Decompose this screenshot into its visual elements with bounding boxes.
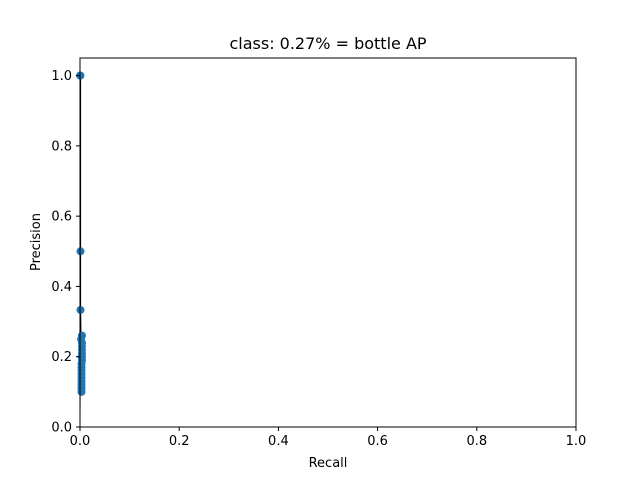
y-tick-label: 0.0 xyxy=(51,421,72,436)
y-tick-label: 1.0 xyxy=(51,69,72,84)
x-tick-label: 1.0 xyxy=(566,434,587,449)
data-point xyxy=(77,387,86,396)
y-tick-label: 0.2 xyxy=(51,350,72,365)
y-tick-label: 0.8 xyxy=(51,139,72,154)
x-tick-label: 0.0 xyxy=(70,434,91,449)
x-tick-label: 0.6 xyxy=(367,434,388,449)
y-tick-label: 0.4 xyxy=(51,280,72,295)
x-axis: 0.0 0.2 0.4 0.6 0.8 1.0 xyxy=(70,427,587,449)
x-tick-label: 0.8 xyxy=(466,434,487,449)
chart-title: class: 0.27% = bottle AP xyxy=(229,34,426,53)
y-axis: 0.0 0.2 0.4 0.6 0.8 1.0 xyxy=(51,69,80,436)
x-axis-label: Recall xyxy=(309,456,348,471)
x-tick-label: 0.2 xyxy=(169,434,190,449)
y-tick-label: 0.6 xyxy=(51,210,72,225)
y-axis-label: Precision xyxy=(29,213,44,271)
axes-frame xyxy=(79,57,577,428)
data-point xyxy=(77,331,86,340)
x-tick-label: 0.4 xyxy=(268,434,289,449)
